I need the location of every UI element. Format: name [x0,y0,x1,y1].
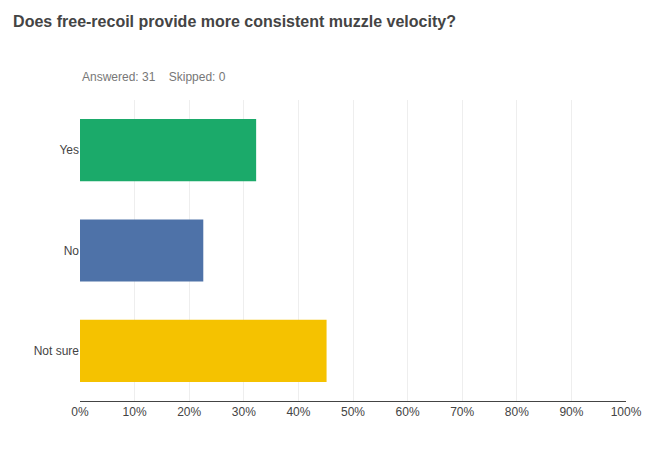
svg-text:Yes: Yes [59,143,79,157]
svg-text:Answered: 31 Skipped: 0: Answered: 31 Skipped: 0 [82,70,226,84]
svg-text:0%: 0% [71,405,89,419]
svg-text:10%: 10% [123,405,147,419]
svg-text:No: No [64,244,80,258]
svg-text:Not sure: Not sure [34,344,80,358]
svg-text:100%: 100% [611,405,642,419]
svg-text:80%: 80% [505,405,529,419]
svg-text:Does free-recoil provide more: Does free-recoil provide more consistent… [13,13,456,30]
svg-text:30%: 30% [232,405,256,419]
svg-text:50%: 50% [341,405,365,419]
svg-text:60%: 60% [396,405,420,419]
svg-text:20%: 20% [177,405,201,419]
svg-text:90%: 90% [559,405,583,419]
svg-text:40%: 40% [286,405,310,419]
svg-text:70%: 70% [450,405,474,419]
